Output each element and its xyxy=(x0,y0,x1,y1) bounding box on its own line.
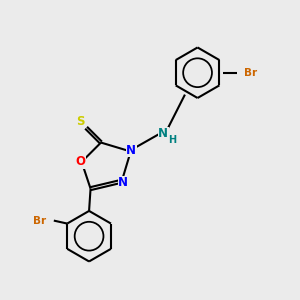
Text: N: N xyxy=(158,127,168,140)
Text: Br: Br xyxy=(244,68,257,78)
Text: H: H xyxy=(168,135,176,145)
Text: N: N xyxy=(118,176,128,189)
Text: Br: Br xyxy=(33,216,46,226)
Text: S: S xyxy=(76,115,84,128)
Text: O: O xyxy=(75,155,85,168)
Text: N: N xyxy=(126,143,136,157)
